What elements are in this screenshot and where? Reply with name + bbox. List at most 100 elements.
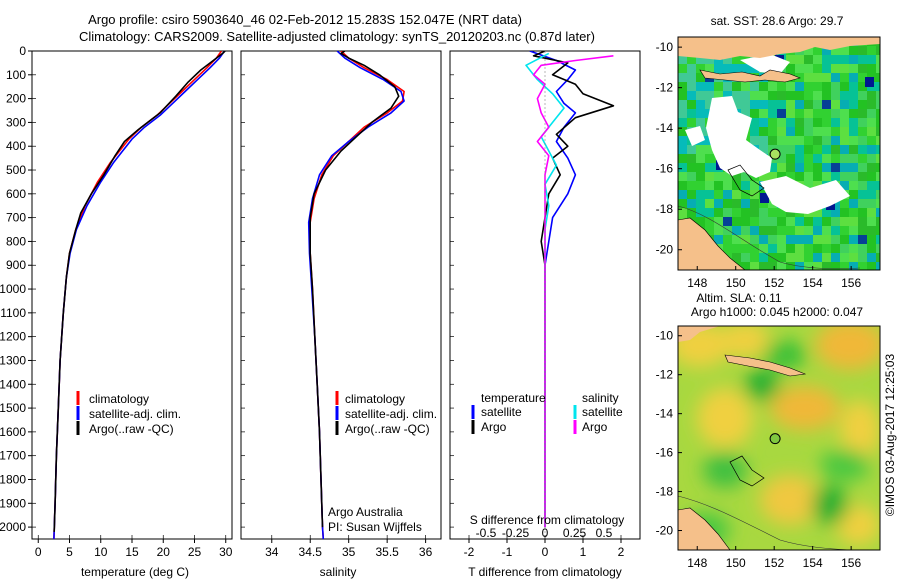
sst-cell [822, 73, 831, 82]
x-tick-label: 34.5 [299, 545, 323, 559]
sst-cell [678, 73, 687, 82]
sst-cell [786, 262, 795, 270]
sst-cell [804, 163, 813, 172]
sst-cell [687, 91, 696, 100]
depth-tick-label: 1100 [0, 306, 26, 320]
sst-cell [876, 91, 880, 100]
sst-cell [804, 235, 813, 244]
sst-cell [786, 64, 795, 73]
sst-cell [714, 217, 723, 226]
sst-cell [867, 244, 876, 253]
depth-tick-label: 1400 [0, 377, 26, 391]
sst-cell [804, 253, 813, 262]
sst-cell [687, 73, 696, 82]
sst-cell [849, 64, 858, 73]
sst-cell [750, 127, 759, 136]
sst-cell [696, 118, 705, 127]
sst-cell [768, 262, 777, 270]
sst-cell [696, 55, 705, 64]
sst-cell [795, 154, 804, 163]
sla-land-png-islands [724, 354, 807, 377]
sst-cell [804, 91, 813, 100]
map-y-tick-label: -18 [656, 485, 674, 499]
sst-cell [705, 181, 714, 190]
sst-cell [750, 100, 759, 109]
sst-cell [678, 145, 687, 154]
sst-cell [813, 163, 822, 172]
sla-bathymetry-contour [678, 495, 861, 550]
sst-cell [759, 262, 768, 270]
sst-cell [840, 100, 849, 109]
sst-cell [876, 46, 880, 55]
sst-cell [705, 190, 714, 199]
sst-cell [849, 226, 858, 235]
sst-cell [822, 253, 831, 262]
sst-cell [831, 163, 840, 172]
sst-cell [687, 118, 696, 127]
sst-cell [732, 199, 741, 208]
sst-cell [813, 244, 822, 253]
sst-cell [687, 199, 696, 208]
map-x-tick-label: 154 [803, 276, 823, 290]
sst-cell [795, 262, 804, 270]
sst-cell [822, 145, 831, 154]
sst-cell [876, 226, 880, 235]
sst-cell [813, 91, 822, 100]
sst-cell [750, 235, 759, 244]
sst-cell [858, 82, 867, 91]
map-x-tick-label: 156 [841, 556, 861, 570]
sst-cell [705, 82, 714, 91]
sst-nodata-patch [760, 176, 850, 214]
sst-cell [876, 235, 880, 244]
sst-nodata-patch [685, 126, 705, 146]
sst-cell [822, 172, 831, 181]
sst-cell [678, 55, 687, 64]
s-tick-label: 0 [542, 526, 549, 540]
sla-map [678, 326, 880, 550]
sst-cell [858, 244, 867, 253]
sst-cell [750, 199, 759, 208]
sst-cell [876, 163, 880, 172]
map-x-tick-label: 152 [764, 276, 784, 290]
sst-cell [795, 235, 804, 244]
sst-cell [795, 172, 804, 181]
x-tick-label: 15 [125, 545, 139, 559]
s-tick-label: 0.25 [563, 526, 587, 540]
sst-cell [858, 64, 867, 73]
sla-map-axes: 148 150 152 154 156 -10 -12 -14 -16 -18 -20 [656, 329, 862, 570]
sst-cell [696, 100, 705, 109]
sst-cell [768, 226, 777, 235]
sst-cell [876, 208, 880, 217]
sst-cell [723, 55, 732, 64]
sst-cell [741, 91, 750, 100]
legend-label-satellite: satellite-adj. clim. [89, 407, 181, 421]
sst-cell [822, 64, 831, 73]
depth-axis: 0 100 200 300 400 500 600 700 800 900 1000 1100 1200… [0, 44, 454, 534]
sst-cell [831, 154, 840, 163]
sst-cell [687, 145, 696, 154]
depth-tick-label: 700 [6, 211, 26, 225]
sst-cell [759, 100, 768, 109]
sst-cell [867, 118, 876, 127]
sst-cell [750, 244, 759, 253]
sst-cell [858, 253, 867, 262]
sst-cell [714, 82, 723, 91]
sst-cell [759, 91, 768, 100]
sst-cell [759, 172, 768, 181]
sst-cell [813, 127, 822, 136]
map-x-tick-label: 150 [726, 556, 746, 570]
sst-cell [723, 91, 732, 100]
sst-cell [813, 181, 822, 190]
sst-cell [705, 172, 714, 181]
sst-cell [804, 46, 813, 55]
sst-cell [768, 118, 777, 127]
sst-cell [813, 64, 822, 73]
sst-cell [822, 163, 831, 172]
sst-cell [804, 127, 813, 136]
sla-reef-contour [729, 455, 765, 487]
sst-cell [723, 172, 732, 181]
sst-cell [696, 109, 705, 118]
sst-cell [759, 136, 768, 145]
sst-cell [705, 226, 714, 235]
sst-cell [831, 235, 840, 244]
